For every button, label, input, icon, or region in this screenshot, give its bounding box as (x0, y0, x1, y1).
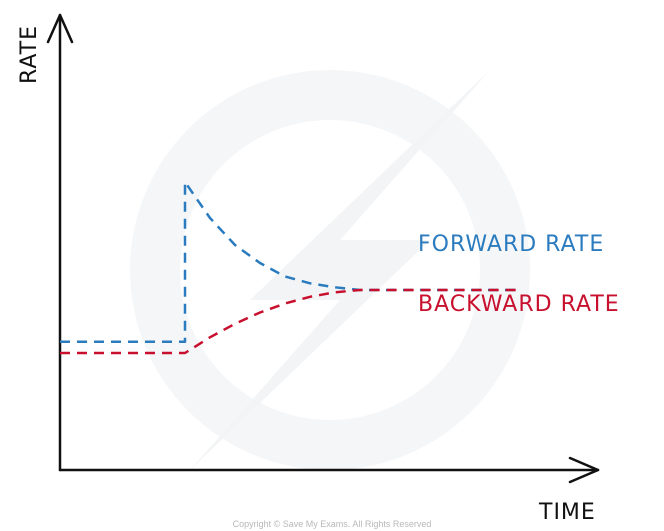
y-axis-label: RATE (17, 25, 42, 84)
copyright-text: Copyright © Save My Exams. All Rights Re… (233, 519, 432, 529)
x-axis-arrowhead (568, 456, 600, 484)
axes (46, 13, 600, 484)
backward-rate-label: BACKWARD RATE (418, 292, 620, 317)
watermark-logo (130, 70, 530, 470)
forward-rate-label: FORWARD RATE (418, 232, 604, 257)
x-axis-label: TIME (538, 500, 596, 525)
y-axis-arrowhead (46, 13, 74, 44)
